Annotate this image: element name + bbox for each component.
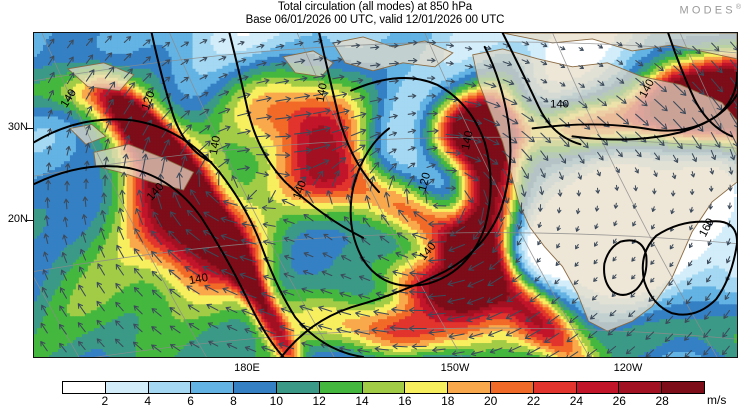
colorbar-tick-24: 24 — [556, 394, 596, 408]
colorbar-segment-6 — [319, 382, 363, 393]
lat-label-30n: 30N — [0, 121, 28, 133]
modes-logo: MODES® — [679, 4, 741, 17]
colorbar-tick-12: 12 — [299, 394, 339, 408]
colorbar-tick-2: 2 — [85, 394, 125, 408]
colorbar-tick-10: 10 — [256, 394, 296, 408]
colorbar-segment-0 — [63, 382, 106, 393]
colorbar-tick-18: 18 — [428, 394, 468, 408]
colorbar-tick-6: 6 — [171, 394, 211, 408]
colorbar-segment-2 — [148, 382, 192, 393]
modes-logo-mark: ® — [736, 4, 741, 11]
colorbar-segment-11 — [533, 382, 577, 393]
colorbar-tick-16: 16 — [385, 394, 425, 408]
colorbar-tick-28: 28 — [642, 394, 682, 408]
colorbar-segment-10 — [490, 382, 534, 393]
colorbar-segment-1 — [105, 382, 149, 393]
colorbar-segment-3 — [191, 382, 235, 393]
colorbar-segment-14 — [662, 382, 704, 393]
title-line-primary: Total circulation (all modes) at 850 hPa — [0, 1, 750, 14]
colorbar-tick-14: 14 — [342, 394, 382, 408]
lat-tick-20n — [27, 220, 34, 222]
colorbar-segment-8 — [405, 382, 449, 393]
modes-logo-text: MODES — [679, 5, 735, 17]
colorbar-segment-4 — [234, 382, 277, 393]
colorbar-tick-4: 4 — [128, 394, 168, 408]
lon-label-120w: 120W — [598, 362, 658, 374]
lon-label-150w: 150W — [425, 362, 485, 374]
colorbar-unit-label: m/s — [707, 393, 726, 407]
lon-label-180e: 180E — [217, 362, 277, 374]
colorbar[interactable] — [62, 381, 705, 394]
colorbar-segment-13 — [619, 382, 663, 393]
colorbar-segment-9 — [448, 382, 491, 393]
title-line-secondary: Base 06/01/2026 00 UTC, valid 12/01/2026… — [0, 14, 750, 27]
colorbar-tick-22: 22 — [514, 394, 554, 408]
page-title: Total circulation (all modes) at 850 hPa… — [0, 1, 750, 27]
wind-vectors — [40, 35, 737, 357]
colorbar-segment-12 — [576, 382, 620, 393]
lat-label-20n: 20N — [0, 213, 28, 225]
colorbar-segment-5 — [276, 382, 320, 393]
colorbar-tick-8: 8 — [213, 394, 253, 408]
lat-tick-30n — [27, 128, 34, 130]
colorbar-tick-26: 26 — [599, 394, 639, 408]
colorbar-tick-20: 20 — [471, 394, 511, 408]
map-plot-area[interactable]: 140 140 120 120 140 140 140 140 140 140 140 140 120 1… — [33, 32, 738, 358]
graticule — [34, 33, 737, 357]
streamfunction-contours — [34, 33, 737, 357]
colorbar-segment-7 — [362, 382, 406, 393]
